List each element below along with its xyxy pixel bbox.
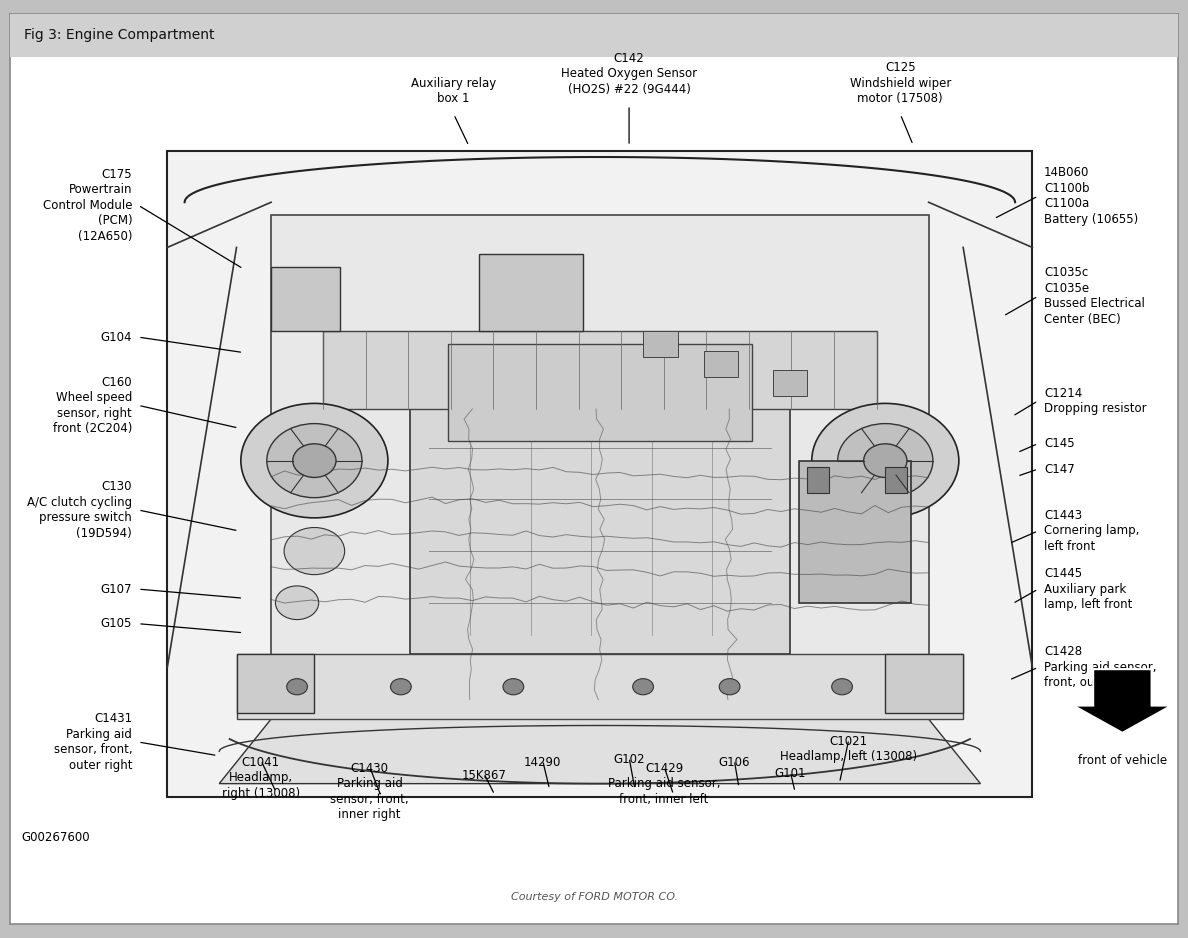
Text: C145: C145 <box>1044 437 1075 450</box>
Text: G101: G101 <box>775 767 807 780</box>
Text: Fig 3: Engine Compartment: Fig 3: Engine Compartment <box>24 28 214 42</box>
Circle shape <box>503 679 524 695</box>
Text: G106: G106 <box>719 756 750 768</box>
Circle shape <box>864 444 906 477</box>
Text: Courtesy of FORD MOTOR CO.: Courtesy of FORD MOTOR CO. <box>511 892 677 901</box>
Circle shape <box>284 527 345 575</box>
Bar <box>410 344 790 655</box>
Polygon shape <box>220 719 980 783</box>
Text: C1430
Parking aid
sensor, front,
inner right: C1430 Parking aid sensor, front, inner r… <box>330 762 409 822</box>
Bar <box>808 467 829 493</box>
Bar <box>236 655 963 719</box>
Text: G104: G104 <box>101 330 132 343</box>
Bar <box>271 266 340 331</box>
Circle shape <box>267 424 362 498</box>
Text: C130
A/C clutch cycling
pressure switch
(19D594): C130 A/C clutch cycling pressure switch … <box>27 480 132 539</box>
Text: C1443
Cornering lamp,
left front: C1443 Cornering lamp, left front <box>1044 509 1139 552</box>
Bar <box>703 351 738 377</box>
Text: C1431
Parking aid
sensor, front,
outer right: C1431 Parking aid sensor, front, outer r… <box>53 712 132 772</box>
Bar <box>885 655 963 713</box>
Text: C142
Heated Oxygen Sensor
(HO2S) #22 (9G444): C142 Heated Oxygen Sensor (HO2S) #22 (9G… <box>561 52 697 96</box>
Text: C1041
Headlamp,
right (13008): C1041 Headlamp, right (13008) <box>222 756 299 799</box>
Text: C160
Wheel speed
sensor, right
front (2C204): C160 Wheel speed sensor, right front (2C… <box>53 375 132 435</box>
Text: C1214
Dropping resistor: C1214 Dropping resistor <box>1044 386 1146 415</box>
Text: front of vehicle: front of vehicle <box>1078 754 1167 766</box>
Bar <box>643 331 677 357</box>
Circle shape <box>633 679 653 695</box>
Bar <box>479 254 582 331</box>
Bar <box>448 344 752 441</box>
Text: G00267600: G00267600 <box>21 831 90 844</box>
Circle shape <box>276 586 318 620</box>
Bar <box>168 151 1032 796</box>
Text: C147: C147 <box>1044 462 1075 476</box>
Bar <box>236 655 315 713</box>
Bar <box>798 461 911 603</box>
Text: C1428
Parking aid sensor,
front, outer left: C1428 Parking aid sensor, front, outer l… <box>1044 645 1157 689</box>
Circle shape <box>286 679 308 695</box>
Bar <box>10 14 1178 57</box>
Text: Auxiliary relay
box 1: Auxiliary relay box 1 <box>411 77 497 105</box>
Bar <box>323 331 877 409</box>
Text: C1035c
C1035e
Bussed Electrical
Center (BEC): C1035c C1035e Bussed Electrical Center (… <box>1044 266 1145 325</box>
Circle shape <box>719 679 740 695</box>
Circle shape <box>391 679 411 695</box>
Polygon shape <box>1073 669 1171 733</box>
Circle shape <box>241 403 388 518</box>
Text: C1429
Parking aid sensor,
front, inner left: C1429 Parking aid sensor, front, inner l… <box>608 762 720 806</box>
Text: 14290: 14290 <box>524 756 561 768</box>
Bar <box>271 215 929 719</box>
Text: G107: G107 <box>101 582 132 596</box>
Text: 15K867: 15K867 <box>462 769 506 782</box>
Text: 14B060
C1100b
C1100a
Battery (10655): 14B060 C1100b C1100a Battery (10655) <box>1044 166 1138 226</box>
Circle shape <box>838 424 933 498</box>
Text: C175
Powertrain
Control Module
(PCM)
(12A650): C175 Powertrain Control Module (PCM) (12… <box>43 168 132 243</box>
Circle shape <box>811 403 959 518</box>
Circle shape <box>832 679 853 695</box>
Bar <box>885 467 906 493</box>
Text: C125
Windshield wiper
motor (17508): C125 Windshield wiper motor (17508) <box>849 61 950 105</box>
Bar <box>773 371 808 396</box>
Circle shape <box>292 444 336 477</box>
Text: C1445
Auxiliary park
lamp, left front: C1445 Auxiliary park lamp, left front <box>1044 567 1132 611</box>
Text: G105: G105 <box>101 617 132 630</box>
Text: C1021
Headlamp, left (13008): C1021 Headlamp, left (13008) <box>781 734 917 764</box>
Text: G102: G102 <box>613 753 645 765</box>
